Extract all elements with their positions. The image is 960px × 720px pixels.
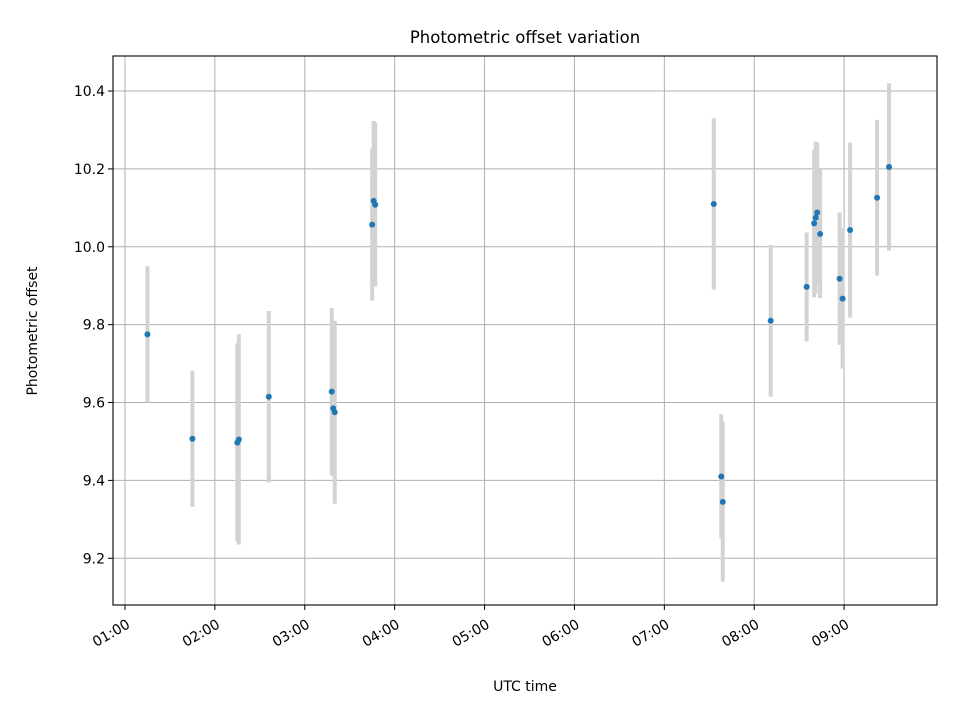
data-point	[369, 221, 376, 228]
data-point	[718, 473, 725, 480]
data-point	[235, 436, 242, 443]
y-ticks: 9.2 9.4 9.6 9.8 10.0 10.2 10.4	[74, 84, 113, 567]
data-point	[372, 201, 379, 208]
x-axis-label: UTC time	[493, 679, 557, 695]
data-point	[814, 209, 821, 216]
y-tick-label: 9.6	[83, 396, 105, 412]
y-tick-label: 10.2	[74, 162, 105, 178]
chart-title: Photometric offset variation	[410, 28, 640, 47]
data-point	[803, 283, 810, 290]
y-tick-label: 9.2	[83, 551, 105, 567]
y-tick-label: 10.0	[74, 240, 105, 256]
data-point	[874, 194, 881, 201]
grid	[113, 56, 937, 605]
data-point	[839, 295, 846, 302]
data-point	[767, 317, 774, 324]
data-points	[144, 163, 893, 505]
y-tick-label: 9.4	[83, 473, 105, 489]
data-point	[811, 220, 818, 227]
data-point	[817, 230, 824, 237]
y-tick-label: 10.4	[74, 84, 105, 100]
data-point	[265, 393, 272, 400]
data-point	[812, 214, 819, 221]
data-point	[710, 200, 717, 207]
data-point	[144, 331, 151, 338]
data-point	[331, 409, 338, 416]
y-tick-label: 9.8	[83, 318, 105, 334]
data-point	[719, 498, 726, 505]
data-point	[189, 435, 196, 442]
data-point	[328, 388, 335, 395]
data-point	[847, 227, 854, 234]
data-point	[836, 275, 843, 282]
data-point	[886, 163, 893, 170]
axes-frame	[112, 55, 938, 606]
y-axis-label: Photometric offset	[25, 266, 41, 396]
